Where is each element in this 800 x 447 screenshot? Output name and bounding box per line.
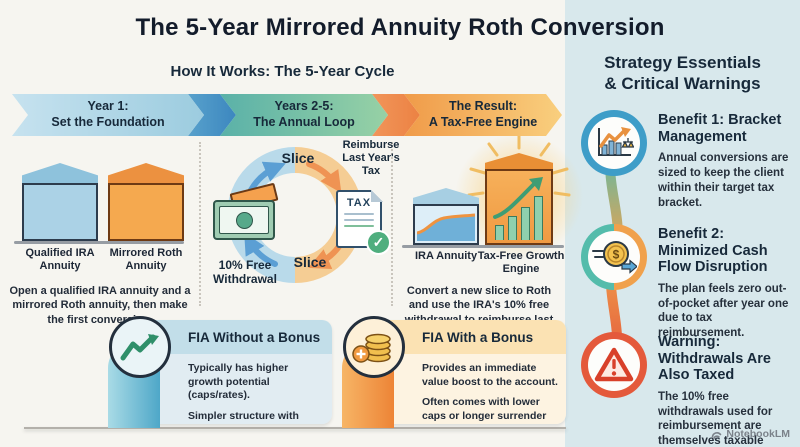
- sidebar-heading: Strategy Essentials & Critical Warnings: [604, 53, 761, 94]
- sidebar-item-body: Annual conversions are sized to keep the…: [658, 152, 789, 209]
- stage-label: Year 1:: [87, 99, 129, 114]
- coin-stack-icon: [343, 316, 405, 378]
- panel-point: Provides an immediate value boost to the…: [422, 362, 558, 388]
- stage-result: The Result: A Tax-Free Engine: [404, 94, 562, 136]
- growth-arrow-icon: [493, 177, 543, 219]
- area-chart-icon: [417, 213, 475, 241]
- reimburse-label: Reimburse Last Year's Tax: [342, 139, 400, 178]
- watermark-text: NotebookLM: [726, 428, 790, 440]
- stage-year-1: Year 1: Set the Foundation: [12, 94, 204, 136]
- sidebar-warning: Warning: Withdrawals Are Also Taxed The …: [581, 332, 800, 447]
- sidebar-item-title: Warning: Withdrawals Are Also Taxed: [658, 334, 771, 384]
- sidebar-item-title: Benefit 1: Bracket Management: [658, 112, 782, 145]
- tax-label: TAX: [346, 197, 372, 209]
- process-stages: Year 1: Set the Foundation Years 2-5: Th…: [0, 94, 565, 136]
- panel-title: FIA Without a Bonus: [146, 320, 332, 354]
- sidebar-benefit-1: Benefit 1: Bracket Management Annual con…: [581, 110, 800, 210]
- roth-caption: Mirrored Roth Annuity: [109, 247, 183, 273]
- warning-triangle-icon: [581, 332, 647, 398]
- ira-annuity-jar-icon: [413, 188, 479, 245]
- sidebar-item-title: Benefit 2: Minimized Cash Flow Disruptio…: [658, 226, 768, 276]
- sidebar-item-body: The 10% free withdrawals used for reimbu…: [658, 391, 773, 447]
- ground-line: [402, 245, 564, 248]
- panel-title: FIA With a Bonus: [380, 320, 566, 354]
- tax-document-icon: TAX ✓: [336, 189, 391, 255]
- sidebar-benefit-2: $ Benefit 2: Minimized Cash Flow Disrupt…: [581, 224, 800, 341]
- check-icon: ✓: [366, 230, 391, 255]
- slice-top-label: Slice: [281, 150, 315, 166]
- bracket-management-icon: [581, 110, 647, 176]
- foundation-description: Open a qualified IRA annuity and a mirro…: [9, 285, 191, 326]
- qualified-ira-jar-icon: Qualified IRA Annuity: [22, 163, 98, 241]
- floor-line: [24, 427, 566, 429]
- fia-with-bonus-panel: FIA With a Bonus Provides an immediate v…: [334, 316, 566, 428]
- stage-label: Years 2-5:: [274, 99, 334, 114]
- section-subtitle: How It Works: The 5-Year Cycle: [170, 63, 395, 80]
- sidebar-item-body: The plan feels zero out-of-pocket after …: [658, 283, 789, 340]
- cash-flow-icon: $: [581, 224, 647, 290]
- result-engine-caption: Tax-Free Growth Engine: [477, 250, 565, 276]
- stage-label: The Result:: [448, 99, 518, 114]
- watermark: NotebookLM: [711, 428, 790, 440]
- fia-without-bonus-panel: FIA Without a Bonus Typically has higher…: [100, 316, 332, 428]
- ira-caption: Qualified IRA Annuity: [25, 247, 95, 273]
- stage-label: A Tax-Free Engine: [428, 115, 538, 129]
- ground-line: [14, 241, 184, 244]
- notebooklm-logo-icon: [712, 431, 722, 439]
- column-divider: [391, 142, 393, 306]
- panel-point: Simpler structure with fewer long-term t…: [188, 409, 321, 424]
- result-ira-caption: IRA Annuity: [414, 250, 478, 262]
- stage-label: Set the Foundation: [51, 115, 165, 129]
- money-icon: [213, 182, 279, 240]
- growth-bars-icon: [487, 196, 551, 240]
- sun-rays-icon: [467, 134, 571, 197]
- svg-text:$: $: [613, 248, 620, 262]
- slice-bottom-label: Slice: [293, 254, 327, 270]
- growth-engine-jar-icon: [485, 153, 553, 245]
- free-withdrawal-label: 10% Free Withdrawal: [213, 258, 277, 287]
- stage-years-2-5: Years 2-5: The Annual Loop: [220, 94, 388, 136]
- panel-point: Typically has higher growth potential (c…: [188, 362, 289, 402]
- stage-label: The Annual Loop: [253, 115, 355, 129]
- growth-trend-icon: [109, 316, 171, 378]
- column-divider: [199, 142, 201, 306]
- mirrored-roth-jar-icon: Mirrored Roth Annuity: [108, 163, 184, 241]
- page-title: The 5-Year Mirrored Annuity Roth Convers…: [135, 14, 665, 41]
- panel-point: Often comes with lower caps or longer su…: [422, 396, 547, 424]
